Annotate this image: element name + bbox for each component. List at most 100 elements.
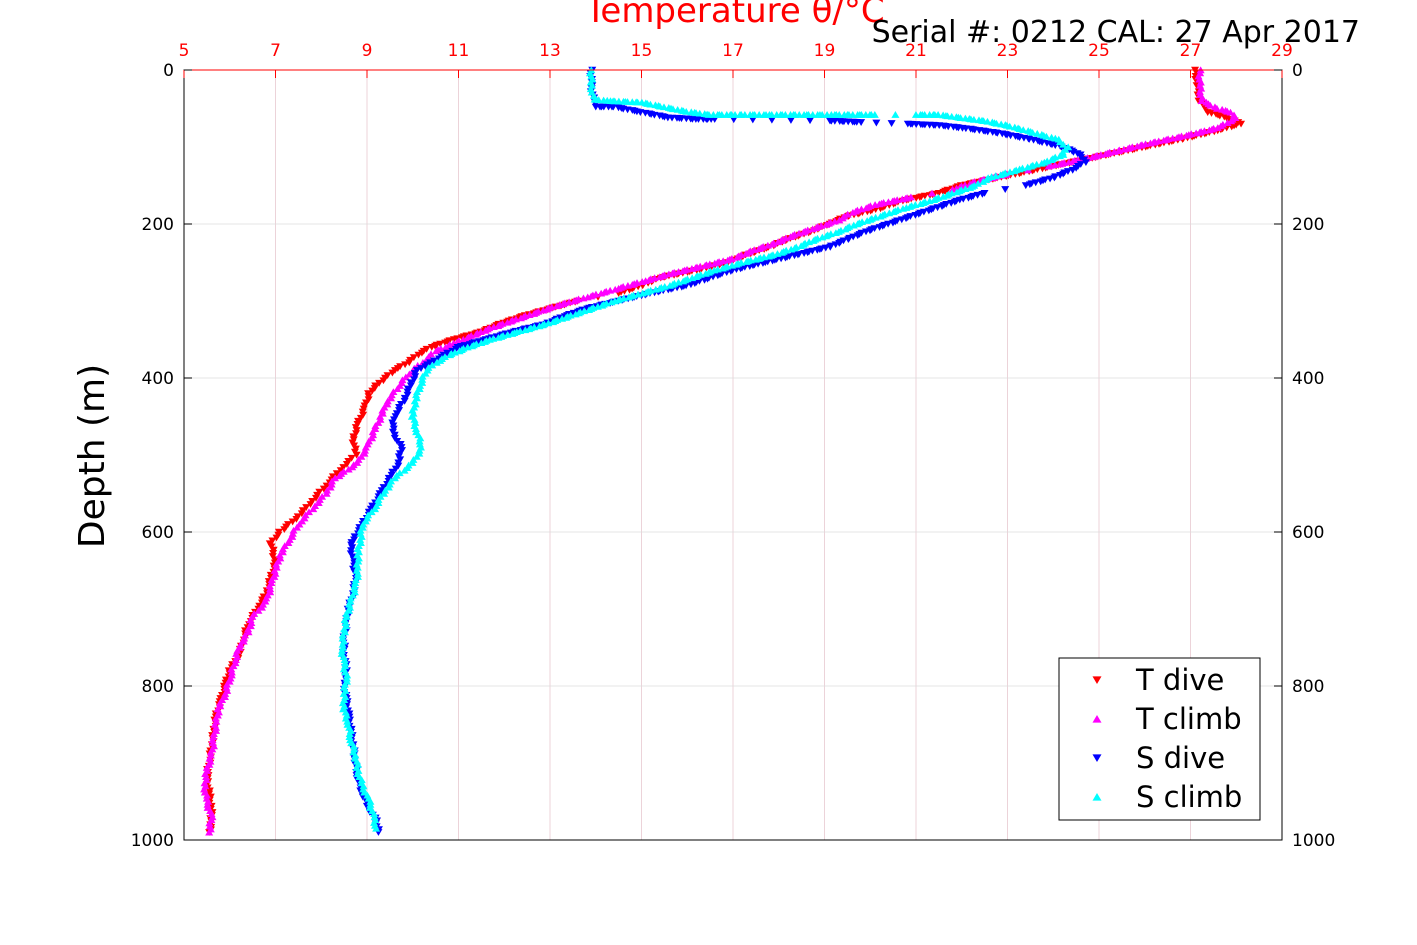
data-point xyxy=(368,428,377,436)
data-point xyxy=(729,116,738,124)
legend: T dive T climb S dive S climb xyxy=(1058,657,1261,821)
data-point xyxy=(344,465,353,473)
data-point xyxy=(870,111,879,118)
data-point xyxy=(280,526,289,534)
data-point xyxy=(417,349,426,357)
data-point xyxy=(835,111,844,118)
data-point xyxy=(742,258,751,265)
data-point xyxy=(292,515,301,523)
data-point xyxy=(1064,158,1073,166)
data-point xyxy=(443,349,452,357)
data-point xyxy=(1197,97,1206,104)
data-point xyxy=(1042,132,1051,140)
data-point xyxy=(767,116,776,124)
data-point xyxy=(428,361,437,369)
data-point xyxy=(429,357,438,365)
data-point xyxy=(773,250,782,257)
data-point xyxy=(682,107,691,115)
data-point xyxy=(416,434,425,442)
data-point xyxy=(655,273,664,281)
data-point xyxy=(222,680,231,688)
data-point xyxy=(751,255,760,263)
data-point xyxy=(624,293,633,301)
y-tick-label-right: 800 xyxy=(1292,677,1324,697)
data-point xyxy=(375,379,384,387)
data-point xyxy=(257,603,266,611)
legend-entry-label: T dive xyxy=(1135,663,1224,697)
data-point xyxy=(227,665,236,673)
data-point xyxy=(371,505,380,513)
data-point xyxy=(898,205,907,212)
data-point xyxy=(408,459,417,466)
data-point xyxy=(275,551,284,559)
data-point xyxy=(733,253,742,261)
data-point xyxy=(891,111,900,118)
data-point xyxy=(586,85,595,93)
data-point xyxy=(948,185,957,193)
chart-title: Temperature θ/°C xyxy=(584,0,884,31)
data-point xyxy=(992,119,1001,127)
data-point xyxy=(1110,148,1119,155)
data-point xyxy=(549,318,558,326)
data-point xyxy=(983,117,992,125)
data-point xyxy=(872,119,881,127)
legend-entry-label: T climb xyxy=(1135,702,1242,736)
data-point xyxy=(346,594,355,602)
data-point xyxy=(202,764,211,771)
data-point xyxy=(421,363,430,371)
data-point xyxy=(781,111,790,118)
data-point xyxy=(876,212,885,220)
data-point xyxy=(665,282,674,289)
data-point xyxy=(1195,87,1204,95)
data-point xyxy=(345,730,354,737)
data-point xyxy=(969,115,978,123)
data-point xyxy=(383,397,392,405)
y-tick-label-right: 600 xyxy=(1292,523,1324,543)
data-point xyxy=(898,195,907,203)
data-point xyxy=(327,477,336,485)
data-point xyxy=(366,800,375,808)
data-point xyxy=(1205,126,1214,134)
y-tick-label-right: 400 xyxy=(1292,369,1324,389)
data-point xyxy=(359,520,368,528)
data-point xyxy=(288,529,297,537)
data-point xyxy=(203,791,212,799)
data-point xyxy=(289,526,298,534)
data-point xyxy=(668,105,677,113)
data-point xyxy=(340,680,349,688)
data-point xyxy=(417,365,426,372)
data-point xyxy=(1192,129,1201,137)
data-point xyxy=(1037,159,1046,167)
x-tick-label: 13 xyxy=(539,41,561,61)
data-point xyxy=(356,536,365,543)
y-tick-label-right: 1000 xyxy=(1292,831,1335,851)
data-point xyxy=(267,576,276,583)
data-point xyxy=(231,656,240,664)
data-point xyxy=(503,318,512,326)
data-point xyxy=(359,782,368,790)
y-tick-label-left: 800 xyxy=(142,677,174,697)
data-point xyxy=(400,466,409,474)
data-point xyxy=(1033,129,1042,137)
data-point xyxy=(755,245,764,252)
data-point xyxy=(341,619,350,627)
data-point xyxy=(695,109,704,117)
data-point xyxy=(288,518,297,526)
data-point xyxy=(786,117,795,124)
data-point xyxy=(332,470,341,478)
data-point xyxy=(357,776,366,784)
data-point xyxy=(646,100,655,108)
data-point xyxy=(571,310,580,318)
data-point xyxy=(1072,164,1081,172)
data-point xyxy=(372,824,381,832)
data-point xyxy=(508,330,517,337)
series-s-climb xyxy=(337,66,1073,832)
data-point xyxy=(1119,145,1128,153)
data-point xyxy=(728,261,737,269)
data-point xyxy=(494,333,503,341)
data-point xyxy=(835,216,844,224)
data-point xyxy=(928,189,937,197)
data-point xyxy=(530,310,539,317)
data-point xyxy=(309,505,318,513)
data-point xyxy=(1028,128,1037,136)
